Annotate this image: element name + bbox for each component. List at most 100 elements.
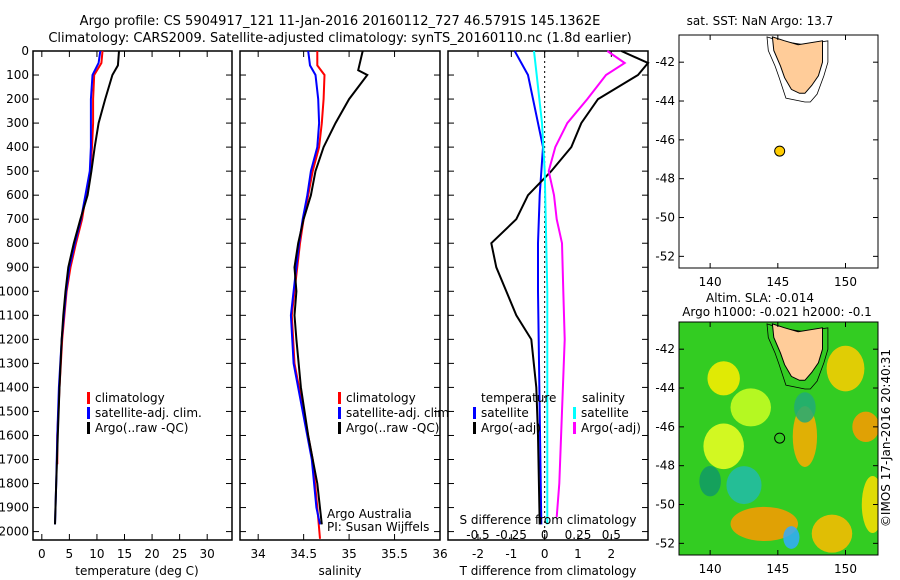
temperature-xlabel: temperature (deg C) bbox=[75, 564, 198, 578]
lat-tick-label: -50 bbox=[655, 211, 675, 225]
sla-anomaly-patch bbox=[783, 526, 800, 549]
legend-swatch bbox=[338, 422, 341, 434]
legend-title-temperature: temperature bbox=[481, 391, 556, 405]
y-tick-label: 500 bbox=[6, 164, 29, 178]
salinity-panel: 34 34.5 35 35.5 36 climatologysatellite-adj. … bbox=[239, 50, 453, 561]
x-tick-label: -2 bbox=[472, 547, 484, 561]
map-content bbox=[679, 322, 878, 555]
y-tick-label: 300 bbox=[6, 116, 29, 130]
lat-tick-label: -42 bbox=[655, 55, 675, 69]
legend-swatch bbox=[338, 392, 341, 404]
lon-tick-label: 150 bbox=[834, 275, 857, 289]
sla-anomaly-patch bbox=[811, 514, 853, 553]
lon-tick-label: 140 bbox=[699, 275, 722, 289]
x-tick-label: 0 bbox=[38, 547, 46, 561]
sla-map-title2: Argo h1000: -0.021 h2000: -0.1 bbox=[682, 305, 872, 319]
sla-anomaly-patch bbox=[826, 345, 865, 392]
lat-tick-label: -44 bbox=[655, 381, 675, 395]
x-tick-label: 25 bbox=[172, 547, 187, 561]
y-tick-label: 700 bbox=[6, 212, 29, 226]
legend-swatch bbox=[87, 422, 90, 434]
lat-tick-label: -42 bbox=[655, 342, 675, 356]
y-tick-label: 2000 bbox=[0, 525, 29, 539]
lat-tick-label: -48 bbox=[655, 459, 675, 473]
x-tick-label: 35 bbox=[341, 547, 356, 561]
x-tick-label: 30 bbox=[200, 547, 215, 561]
y-tick-label: 900 bbox=[6, 260, 29, 274]
y-tick-label: 400 bbox=[6, 140, 29, 154]
map-content bbox=[766, 36, 829, 157]
sla-anomaly-patch bbox=[726, 466, 762, 505]
sla-map-panel: 140 145 150 -42 -44 -46 -48 -50 -52 bbox=[655, 321, 879, 576]
legend-label: satellite-adj. clim. bbox=[346, 406, 453, 420]
sst-map-title: sat. SST: NaN Argo: 13.7 bbox=[687, 14, 834, 28]
sla-map-title1: Altim. SLA: -0.014 bbox=[706, 291, 814, 305]
lat-tick-label: -46 bbox=[655, 420, 675, 434]
temperature-panel: 0 5 10 15 20 25 300100200300400500600700800900… bbox=[0, 44, 233, 561]
y-tick-label: 800 bbox=[6, 236, 29, 250]
lat-tick-label: -48 bbox=[655, 172, 675, 186]
legend-swatch bbox=[87, 392, 90, 404]
y-tick-label: 1000 bbox=[0, 284, 29, 298]
x-tick-label: 36 bbox=[432, 547, 447, 561]
title-line2: Climatology: CARS2009. Satellite-adjuste… bbox=[48, 31, 631, 46]
tasmania-land bbox=[771, 323, 823, 381]
series-s-satellite bbox=[533, 50, 549, 525]
lat-tick-label: -52 bbox=[655, 536, 675, 550]
difference-panel: -2 -1 0 1 2-0.5 -0.25 0 0.25 0.5temperaturesatel… bbox=[447, 50, 650, 561]
series-t-argo-adj- bbox=[490, 50, 650, 525]
legend-swatch bbox=[338, 407, 341, 419]
legend-label: Argo(..raw -QC) bbox=[346, 421, 439, 435]
series-argo-raw-qc- bbox=[293, 50, 369, 525]
x2-tick-label: 0.5 bbox=[602, 528, 621, 542]
argo-position-marker bbox=[774, 145, 786, 157]
difference-x2label: S difference from climatology bbox=[460, 513, 637, 527]
imos-credit: ©IMOS 17-Jan-2016 20:40:31 bbox=[879, 349, 893, 527]
x2-tick-label: -0.25 bbox=[496, 528, 527, 542]
y-tick-label: 1700 bbox=[0, 453, 29, 467]
legend-swatch bbox=[87, 407, 90, 419]
tasmania-land bbox=[771, 36, 823, 94]
map-frame bbox=[678, 34, 879, 269]
y-tick-label: 1900 bbox=[0, 501, 29, 515]
sla-anomaly-patch bbox=[852, 411, 878, 443]
y-tick-label: 200 bbox=[6, 92, 29, 106]
sla-anomaly-patch bbox=[794, 392, 816, 423]
lat-tick-label: -44 bbox=[655, 94, 675, 108]
difference-xlabel: T difference from climatology bbox=[459, 564, 637, 578]
x-tick-label: 0 bbox=[541, 547, 549, 561]
x2-tick-label: 0.25 bbox=[565, 528, 592, 542]
sla-anomaly-patch bbox=[703, 423, 744, 470]
y-tick-label: 1100 bbox=[0, 308, 29, 322]
x-tick-label: -1 bbox=[505, 547, 517, 561]
legend-label: Argo(-adj) bbox=[581, 421, 641, 435]
lon-tick-label: 145 bbox=[766, 562, 789, 576]
x-tick-label: 20 bbox=[144, 547, 159, 561]
x-tick-label: 5 bbox=[66, 547, 74, 561]
legend-label: satellite-adj. clim. bbox=[95, 406, 202, 420]
plot-frame bbox=[32, 50, 233, 541]
lon-tick-label: 150 bbox=[834, 562, 857, 576]
salinity-annotation-2: PI: Susan Wijffels bbox=[327, 520, 429, 534]
legend-swatch bbox=[473, 407, 476, 419]
y-tick-label: 1300 bbox=[0, 356, 29, 370]
lat-tick-label: -50 bbox=[655, 498, 675, 512]
x-tick-label: 35.5 bbox=[381, 547, 408, 561]
x-tick-label: 15 bbox=[117, 547, 132, 561]
lat-tick-label: -52 bbox=[655, 249, 675, 263]
legend-swatch bbox=[473, 422, 476, 434]
salinity-annotation-1: Argo Australia bbox=[327, 507, 412, 521]
argo-position-marker bbox=[774, 432, 786, 444]
legend-title-salinity: salinity bbox=[582, 391, 625, 405]
legend-label: satellite bbox=[481, 406, 529, 420]
sla-anomaly-patch bbox=[730, 506, 799, 542]
salinity-xlabel: salinity bbox=[318, 564, 361, 578]
series-s-argo-adj- bbox=[547, 50, 627, 518]
lon-tick-label: 140 bbox=[699, 562, 722, 576]
x-tick-label: 34 bbox=[251, 547, 266, 561]
sla-anomaly-patch bbox=[707, 361, 740, 396]
y-tick-label: 600 bbox=[6, 188, 29, 202]
x-tick-label: 10 bbox=[89, 547, 104, 561]
